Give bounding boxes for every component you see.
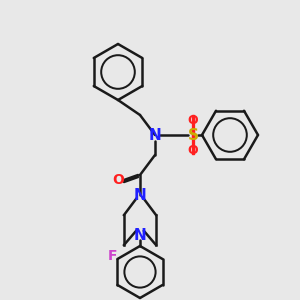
Text: O: O: [188, 113, 198, 127]
Text: F: F: [107, 249, 117, 263]
Text: N: N: [134, 227, 146, 242]
Text: N: N: [134, 188, 146, 202]
Text: O: O: [112, 173, 124, 187]
Text: O: O: [188, 143, 198, 157]
Text: S: S: [188, 128, 199, 142]
Text: N: N: [148, 128, 161, 142]
